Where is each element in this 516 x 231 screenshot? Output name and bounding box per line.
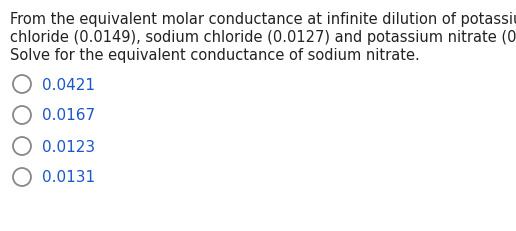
Text: 0.0167: 0.0167 [42,108,95,123]
Text: 0.0421: 0.0421 [42,77,95,92]
Text: 0.0131: 0.0131 [42,170,95,185]
Text: From the equivalent molar conductance at infinite dilution of potassium: From the equivalent molar conductance at… [10,12,516,27]
Text: Solve for the equivalent conductance of sodium nitrate.: Solve for the equivalent conductance of … [10,48,420,63]
Text: 0.0123: 0.0123 [42,139,95,154]
Text: chloride (0.0149), sodium chloride (0.0127) and potassium nitrate (0.0145).: chloride (0.0149), sodium chloride (0.01… [10,30,516,45]
